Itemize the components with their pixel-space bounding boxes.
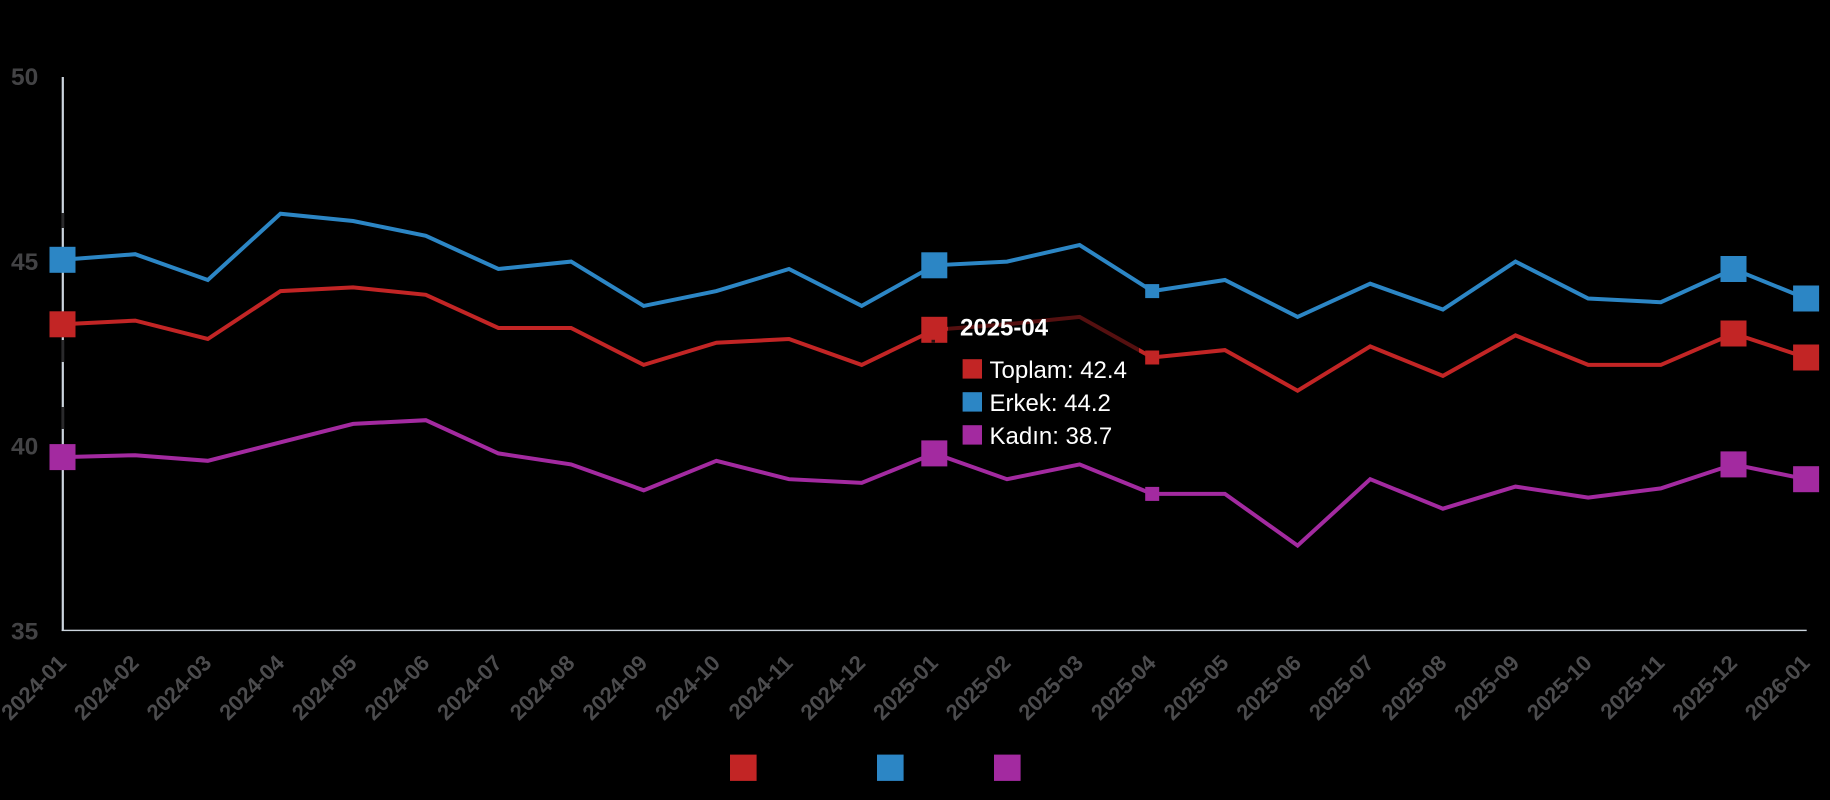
svg-text:Kadın: 38.7: Kadın: 38.7 (990, 423, 1113, 450)
svg-text:Toplam: 42.4: Toplam: 42.4 (990, 357, 1127, 384)
svg-text:2025-04: 2025-04 (960, 315, 1049, 342)
svg-text:40: 40 (11, 433, 38, 460)
svg-text:50: 50 (11, 64, 38, 91)
svg-text:Erkek: 44.2: Erkek: 44.2 (990, 390, 1111, 417)
svg-text:35: 35 (11, 618, 38, 645)
svg-text:45: 45 (11, 249, 38, 276)
